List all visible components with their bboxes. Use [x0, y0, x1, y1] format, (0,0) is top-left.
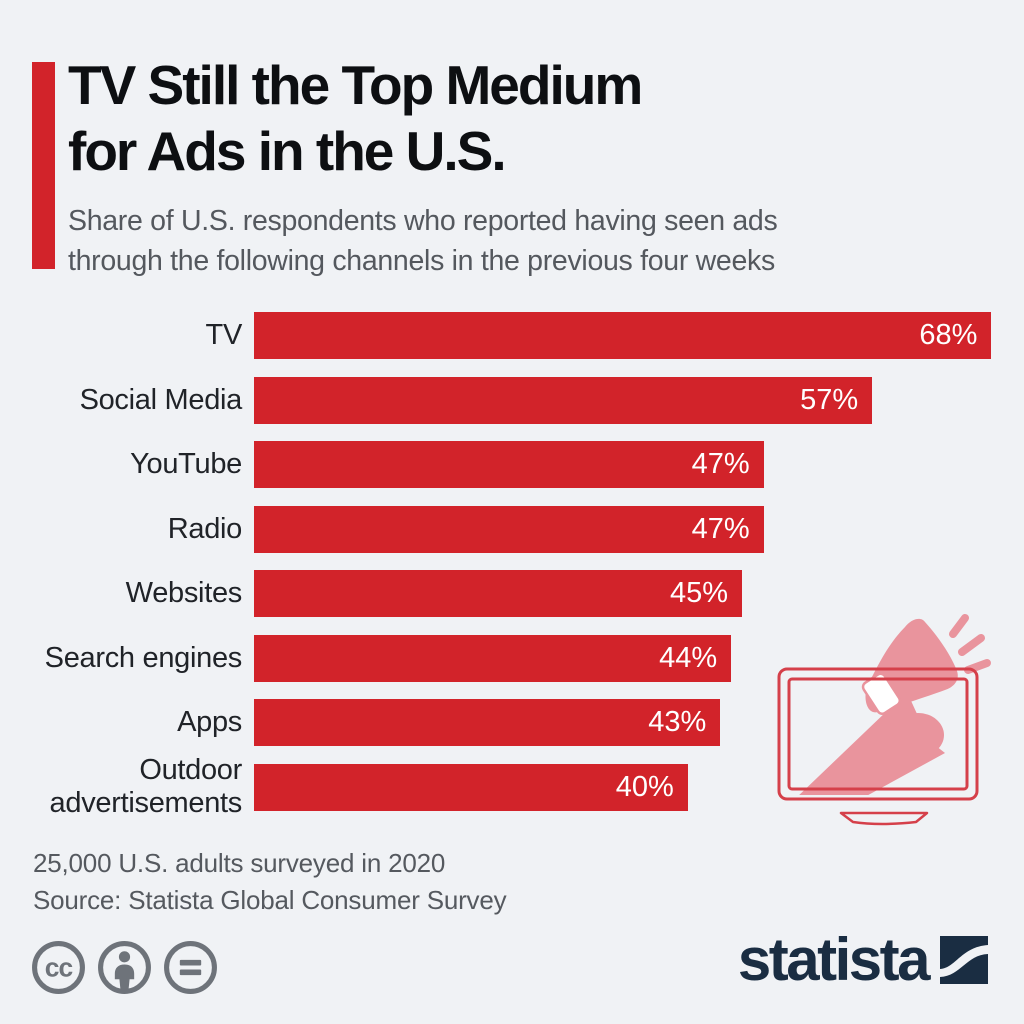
bar: 43% — [254, 699, 721, 746]
bar-chart: TV 68% Social Media 57% YouTube 47% Radi… — [0, 312, 1024, 819]
bar-row: Search engines 44% — [0, 634, 1024, 682]
statista-logo-mark — [940, 936, 988, 984]
bar: 47% — [254, 441, 764, 488]
bar-area: 43% — [254, 699, 1024, 746]
bar-value: 57% — [800, 383, 859, 416]
bar-area: 47% — [254, 505, 1024, 553]
tv-frame — [777, 667, 979, 801]
attribution-icon — [98, 941, 151, 994]
bar-area: 47% — [254, 441, 1024, 488]
bar-row: TV 68% — [0, 312, 1024, 359]
thumb-shape — [891, 707, 911, 727]
footnotes: 25,000 U.S. adults surveyed in 2020 Sour… — [33, 845, 507, 919]
bar-row: Apps 43% — [0, 699, 1024, 746]
bar: 45% — [254, 570, 743, 617]
bar-value: 45% — [669, 577, 729, 609]
bar-area: 45% — [254, 570, 1024, 617]
statista-logo-text: statista — [737, 926, 931, 993]
bar-value: 40% — [615, 770, 674, 803]
bar: 68% — [254, 312, 992, 359]
bar-value: 44% — [659, 641, 718, 674]
survey-note: 25,000 U.S. adults surveyed in 2020 — [33, 848, 446, 878]
bar-label: Social Media — [79, 383, 243, 416]
bar-label: Radio — [167, 512, 243, 545]
svg-text:cc: cc — [45, 953, 73, 983]
bar-row: Social Media 57% — [0, 376, 1024, 424]
bar-row: Websites 45% — [0, 570, 1024, 617]
sound-lines — [949, 614, 991, 674]
bar-value: 43% — [648, 706, 707, 738]
bar-value: 68% — [919, 319, 978, 351]
license-icons: cc — [30, 939, 219, 996]
tv-megaphone-illustration — [777, 614, 991, 826]
bar-area: 44% — [254, 634, 1024, 682]
bar: 40% — [254, 763, 688, 811]
bar-area: 57% — [254, 376, 1024, 424]
bar: 44% — [254, 634, 732, 682]
bar-label: Search engines — [44, 641, 243, 674]
statista-logo: statista — [737, 926, 988, 993]
bar-rows: TV 68% Social Media 57% YouTube 47% Radi… — [0, 312, 1024, 819]
bar-area: 68% — [254, 312, 1024, 359]
bar-value: 47% — [691, 448, 750, 480]
subtitle-line-2: through the following channels in the pr… — [68, 245, 775, 277]
bar-row: Outdoor advertisements 40% — [0, 754, 1024, 819]
bar-row: YouTube 47% — [0, 441, 1024, 488]
source-note: Source: Statista Global Consumer Survey — [33, 885, 507, 915]
no-derivatives-icon — [164, 941, 217, 994]
page-title: TV Still the Top Medium for Ads in the U… — [68, 52, 643, 184]
bar-label: TV — [205, 319, 243, 351]
subtitle-line-1: Share of U.S. respondents who reported h… — [68, 205, 778, 237]
bar-label: Apps — [177, 706, 242, 738]
title-accent-bar — [32, 62, 55, 269]
bar-label: Websites — [125, 577, 243, 609]
title-line-2: for Ads in the U.S. — [68, 120, 507, 182]
title-line-1: TV Still the Top Medium — [68, 54, 643, 116]
tv-stand — [839, 811, 929, 826]
chart-subtitle: Share of U.S. respondents who reported h… — [68, 201, 778, 281]
bar-area: 40% — [254, 763, 1024, 811]
bar: 47% — [254, 505, 764, 553]
bar-value: 47% — [691, 512, 750, 545]
bar-row: Radio 47% — [0, 505, 1024, 553]
bar-label: Outdoor advertisements — [49, 754, 243, 819]
bar-label: YouTube — [130, 448, 242, 480]
cc-icon: cc — [32, 941, 85, 994]
bar: 57% — [254, 376, 873, 424]
